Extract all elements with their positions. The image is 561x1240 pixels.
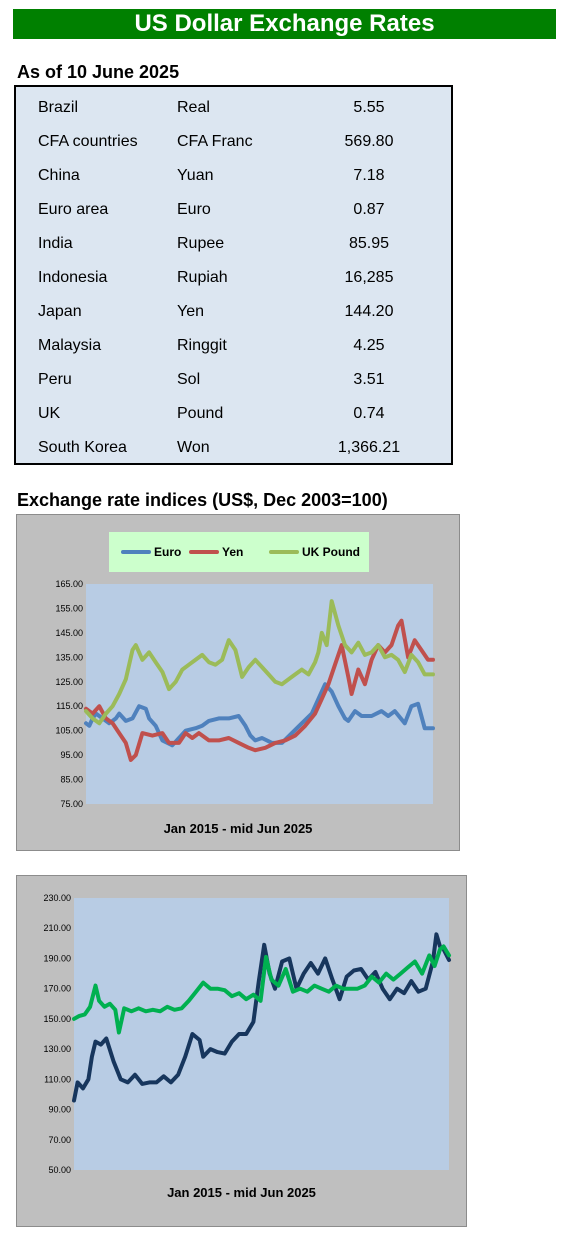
chart1-y-tick-label: 145.00: [55, 628, 83, 638]
rate-country: CFA countries: [38, 133, 138, 150]
rate-row: Peru Sol 3.51: [38, 363, 439, 397]
rate-row: India Rupee 85.95: [38, 227, 439, 261]
chart1-legend-swatch: [189, 550, 219, 554]
chart1-y-tick-label: 135.00: [55, 652, 83, 662]
rate-country: Brazil: [38, 99, 79, 116]
rate-currency: Yen: [177, 303, 204, 320]
chart1-series-euro-line: [84, 682, 435, 748]
chart1-legend-item: UK Pound: [269, 532, 360, 572]
rate-value: 1,366.21: [337, 439, 401, 456]
chart1-legend-label: Euro: [154, 545, 182, 559]
rate-row: Japan Yen 144.20: [38, 295, 439, 329]
rate-value: 3.51: [353, 371, 385, 388]
rate-value: 0.87: [353, 201, 385, 218]
rate-country: South Korea: [38, 439, 127, 456]
rate-country: Japan: [38, 303, 82, 320]
rate-country: Euro area: [38, 201, 109, 218]
chart1-y-tick-label: 125.00: [55, 677, 83, 687]
chart1-y-tick-label: 165.00: [55, 579, 83, 589]
chart1-y-tick-label: 75.00: [60, 799, 83, 809]
rate-row: Euro area Euro 0.87: [38, 193, 439, 227]
chart2-y-tick-label: 130.00: [43, 1044, 71, 1054]
chart-major-currencies: Euro Yen UK Pound 165.00 155.00 145.00 135.00…: [16, 514, 460, 851]
rate-value: 4.25: [353, 337, 385, 354]
chart2-y-tick-label: 110.00: [44, 1074, 71, 1084]
rate-country: UK: [38, 405, 61, 422]
chart1-x-caption: Jan 2015 - mid Jun 2025: [163, 821, 313, 836]
rate-currency: Rupiah: [177, 269, 228, 286]
chart2-series-indonesian-rupiah-line: [72, 944, 451, 1035]
rate-country: China: [38, 167, 80, 184]
chart2-x-caption: Jan 2015 - mid Jun 2025: [167, 1185, 316, 1200]
chart1-legend-swatch: [269, 550, 299, 554]
chart1-legend-label: Yen: [222, 545, 244, 559]
rate-currency: Ringgit: [177, 337, 227, 354]
chart2-y-tick-label: 70.00: [48, 1135, 71, 1145]
rate-currency: Sol: [177, 371, 201, 388]
chart1-legend-label: UK Pound: [302, 545, 360, 559]
chart1-y-tick-label: 155.00: [55, 603, 83, 613]
chart2-y-tick-label: 230.00: [43, 893, 71, 903]
rates-table-body: Brazil Real 5.55 CFA countries CFA Franc 569.…: [38, 91, 439, 465]
chart1-legend-swatch: [121, 550, 151, 554]
chart2-y-tick-label: 210.00: [43, 923, 71, 933]
rate-value: 7.18: [353, 167, 385, 184]
rate-currency: Yuan: [177, 167, 214, 184]
rate-row: China Yuan 7.18: [38, 159, 439, 193]
rate-row: UK Pound 0.74: [38, 397, 439, 431]
rate-currency: Pound: [177, 405, 224, 422]
chart1-legend-item: Yen: [189, 532, 243, 572]
rate-value: 0.74: [353, 405, 385, 422]
rate-country: Peru: [38, 371, 72, 388]
rate-row: CFA countries CFA Franc 569.80: [38, 125, 439, 159]
rate-row: Malaysia Ringgit 4.25: [38, 329, 439, 363]
chart2-y-tick-label: 150.00: [43, 1014, 71, 1024]
chart1-series-yen-line: [84, 618, 435, 762]
page-title: US Dollar Exchange Rates: [13, 9, 556, 39]
chart2-series-brazilian-real-line: [72, 932, 451, 1103]
rate-country: India: [38, 235, 73, 252]
rate-currency: Rupee: [177, 235, 225, 252]
chart1-svg: 165.00 155.00 145.00 135.00 125.00 115.00 105.…: [55, 579, 435, 809]
rate-country: Indonesia: [38, 269, 108, 286]
rate-value: 144.20: [344, 303, 394, 320]
chart2-y-tick-label: 50.00: [48, 1165, 71, 1175]
chart2-y-tick-label: 90.00: [48, 1105, 71, 1115]
chart1-y-tick-label: 115.00: [56, 701, 83, 711]
rate-currency: Won: [177, 439, 210, 456]
chart2-y-tick-label: 170.00: [43, 984, 71, 994]
rate-value: 5.55: [353, 99, 385, 116]
chart2-svg: 230.00 210.00 190.00 170.00 150.00 130.00 110.…: [43, 893, 451, 1175]
chart1-y-tick-label: 95.00: [60, 750, 83, 760]
chart1-plot-area: [86, 584, 433, 804]
chart1-series-uk-pound-line: [84, 599, 435, 726]
rate-row: Brazil Real 5.55: [38, 91, 439, 125]
chart1-legend-item: Euro: [121, 532, 181, 572]
indices-title: Exchange rate indices (US$, Dec 2003=100…: [17, 490, 388, 510]
rate-currency: Real: [177, 99, 210, 116]
as-of-date: As of 10 June 2025: [17, 62, 180, 82]
rate-currency: Euro: [177, 201, 211, 218]
chart1-legend: Euro Yen UK Pound: [109, 532, 369, 572]
chart2-y-tick-label: 190.00: [43, 953, 71, 963]
rate-country: Malaysia: [38, 337, 102, 354]
rate-value: 16,285: [344, 269, 394, 286]
chart2-plot-area: [74, 898, 449, 1170]
rate-row: South Korea Won 1,366.21: [38, 431, 439, 465]
chart1-y-tick-label: 105.00: [55, 726, 83, 736]
chart-real-rupiah: Brazilian RealIndonesian Rupiah 230.0021…: [16, 875, 467, 1227]
rate-value: 569.80: [344, 133, 394, 150]
chart1-y-tick-label: 85.00: [60, 775, 83, 785]
exchange-rates-table: Brazil Real 5.55 CFA countries CFA Franc 569.…: [14, 85, 453, 465]
rate-value: 85.95: [348, 235, 390, 252]
rate-currency: CFA Franc: [177, 133, 253, 150]
rate-row: Indonesia Rupiah 16,285: [38, 261, 439, 295]
